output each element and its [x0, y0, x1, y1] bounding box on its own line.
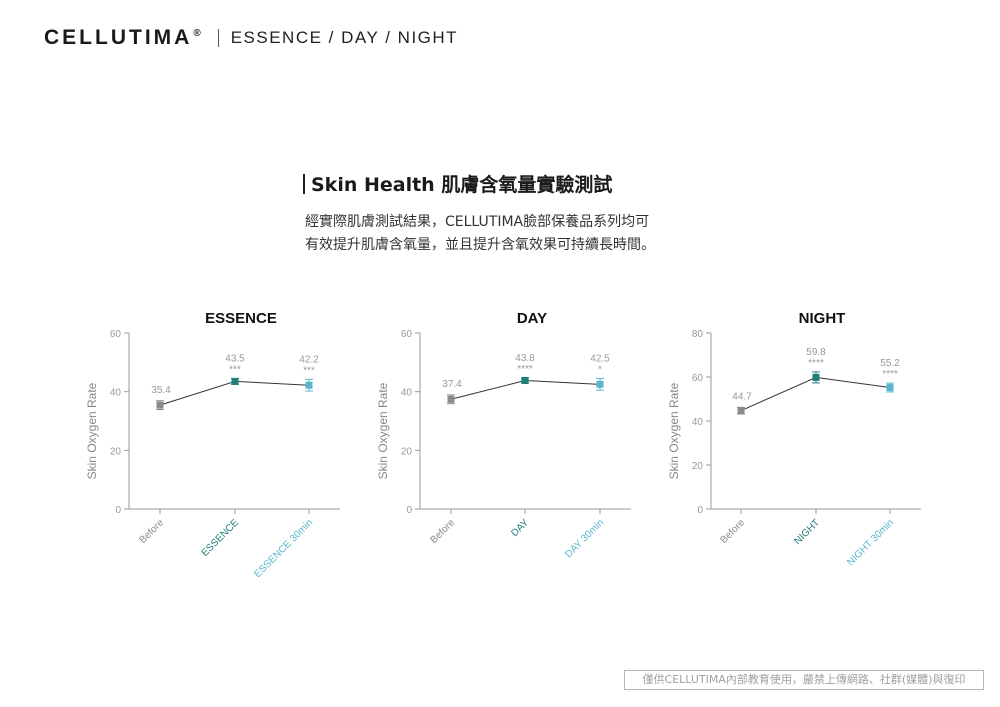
significance-label: **** [808, 358, 824, 369]
brand-name: CELLUTIMA [44, 26, 193, 49]
data-point [886, 384, 894, 392]
x-tick-label: ESSENCE 30min [252, 517, 315, 580]
significance-label: **** [517, 364, 533, 375]
data-label: 42.5 [590, 353, 610, 364]
description-line-2: 有效提升肌膚含氧量，並且提升含氧效果可持續長時間。 [305, 237, 655, 253]
y-tick-label: 20 [692, 461, 704, 472]
section-description: 經實際肌膚測試結果，CELLUTIMA臉部保養品系列均可 有效提升肌膚含氧量，並… [305, 211, 655, 257]
x-tick-label: Before [138, 517, 167, 546]
data-point [596, 380, 604, 388]
data-label: 37.4 [442, 379, 462, 390]
y-tick-label: 60 [110, 329, 122, 340]
significance-label: **** [882, 369, 898, 380]
x-tick-label: Before [719, 517, 748, 546]
y-tick-label: 0 [406, 505, 412, 516]
x-tick-label: Before [429, 517, 458, 546]
y-tick-label: 0 [697, 505, 703, 516]
x-tick-label: DAY 30min [563, 517, 606, 560]
header-subtitle: ESSENCE / DAY / NIGHT [230, 28, 459, 47]
data-point [156, 401, 164, 409]
data-label: 43.8 [515, 353, 535, 364]
data-label: 35.4 [151, 385, 171, 396]
y-axis-label: Skin Oxygen Rate [667, 382, 681, 479]
header: CELLUTIMA® ESSENCE / DAY / NIGHT [44, 26, 458, 50]
significance-label: *** [303, 365, 315, 376]
data-label: 55.2 [880, 358, 900, 369]
series-line [159, 380, 310, 406]
y-tick-label: 20 [401, 446, 413, 457]
footer-notice: 僅供CELLUTIMA內部教育使用，嚴禁上傳網路、社群(媒體)與復印 [624, 670, 984, 690]
data-label: 43.5 [225, 353, 245, 364]
registered-mark: ® [193, 28, 204, 39]
brand-logo: CELLUTIMA® [44, 26, 204, 50]
x-tick-label: NIGHT 30min [845, 517, 896, 568]
chart-title: DAY [517, 310, 547, 327]
section-title-text: Skin Health 肌膚含氧量實驗測試 [311, 174, 613, 196]
data-point [447, 395, 455, 403]
data-label: 59.8 [806, 347, 826, 358]
y-tick-label: 20 [110, 446, 122, 457]
y-tick-label: 60 [401, 329, 413, 340]
data-label: 42.2 [299, 354, 319, 365]
section-title: Skin Health 肌膚含氧量實驗測試 [303, 170, 612, 197]
x-tick-label: ESSENCE [200, 517, 242, 559]
y-tick-label: 40 [692, 417, 704, 428]
y-tick-label: 80 [692, 329, 704, 340]
chart-title: ESSENCE [205, 310, 277, 327]
y-axis-label: Skin Oxygen Rate [376, 382, 390, 479]
chart-title: NIGHT [799, 310, 846, 327]
header-divider [217, 29, 219, 47]
y-tick-label: 40 [401, 388, 413, 399]
x-tick-label: DAY [509, 517, 531, 539]
data-point [737, 407, 745, 415]
data-point [305, 381, 313, 389]
significance-label: *** [229, 364, 241, 375]
x-tick-label: NIGHT [792, 517, 822, 547]
data-point [231, 377, 239, 385]
y-tick-label: 40 [110, 388, 122, 399]
data-point [812, 373, 820, 381]
data-point [521, 377, 529, 385]
y-axis-label: Skin Oxygen Rate [85, 382, 99, 479]
title-bar [303, 174, 305, 194]
significance-label: * [598, 364, 602, 375]
description-line-1: 經實際肌膚測試結果，CELLUTIMA臉部保養品系列均可 [305, 214, 650, 230]
y-tick-label: 60 [692, 373, 704, 384]
data-label: 44.7 [732, 391, 752, 402]
y-tick-label: 0 [115, 505, 121, 516]
